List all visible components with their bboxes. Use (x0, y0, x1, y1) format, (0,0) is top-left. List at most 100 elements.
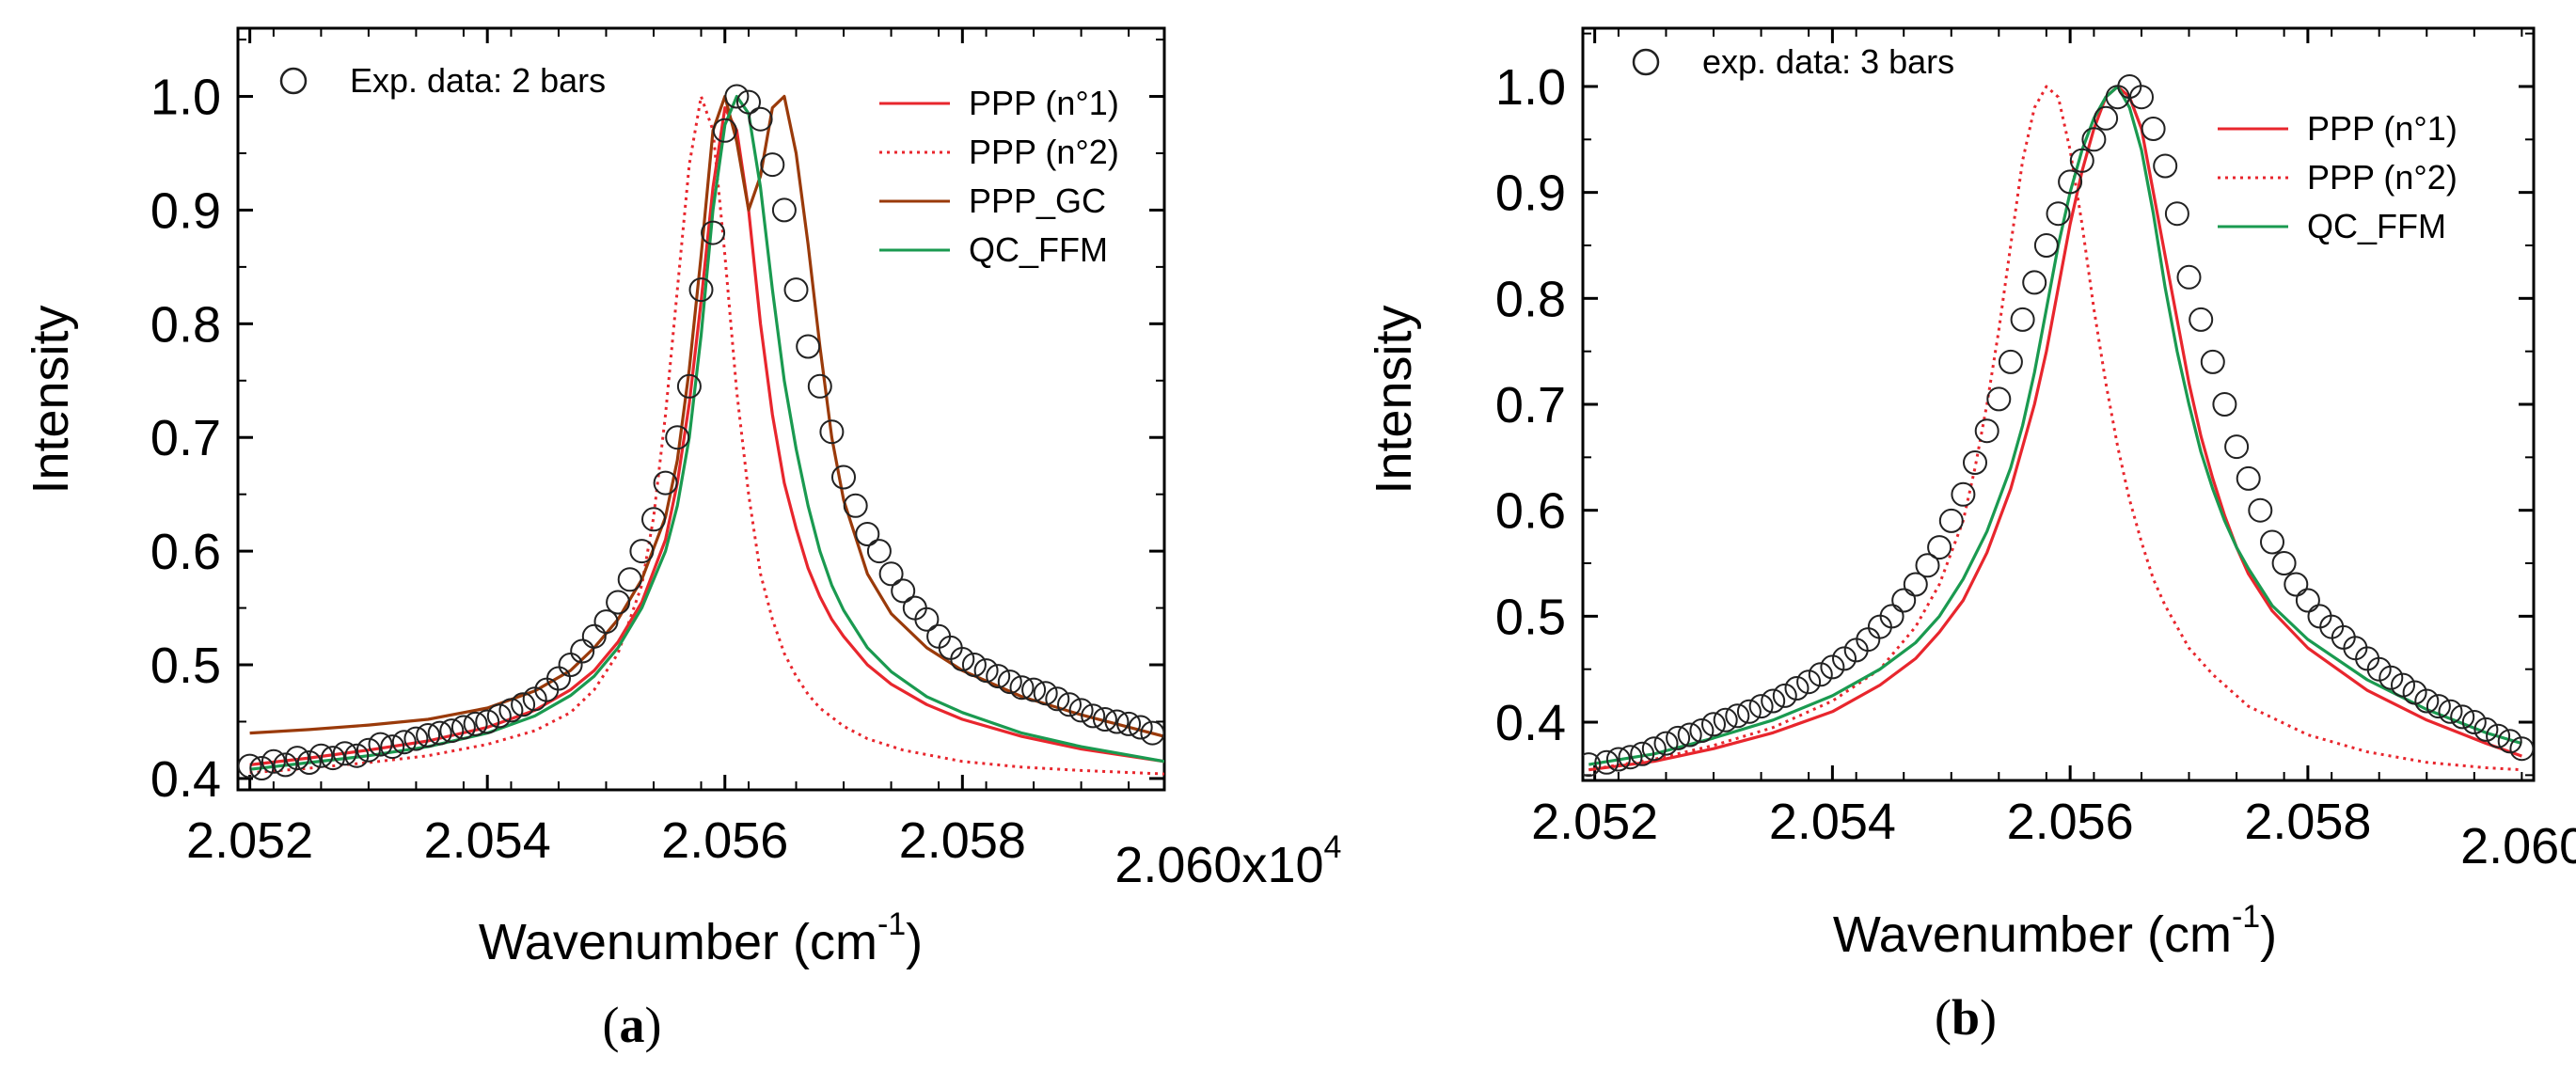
legend-label: PPP (n°1) (969, 84, 1119, 122)
data-point (1963, 450, 1987, 475)
data-point (641, 507, 666, 532)
legend-label: PPP (n°2) (2307, 158, 2457, 197)
x-tick-label: 2.058 (899, 812, 1026, 869)
panel-a: 0.4 0.5 0.6 0.7 0.8 0.9 1.0 2.052 2.054 2.056 2.05… (23, 26, 1341, 1053)
x-axis-label: Wavenumber (cm-1) (479, 906, 923, 970)
data-point (950, 647, 975, 671)
legend-label: QC_FFM (2307, 207, 2446, 245)
data-point (2212, 392, 2237, 417)
data-point (2497, 729, 2522, 754)
data-point (1689, 718, 1715, 743)
data-point (380, 734, 405, 760)
data-point (1081, 703, 1106, 729)
data-point (2450, 704, 2475, 730)
x-tick-exponent: 4 (1324, 829, 1342, 865)
x-tick-label: 2.056 (2007, 794, 2134, 850)
data-point (1666, 725, 1691, 750)
series-line-ppp-gc (249, 94, 1164, 738)
data-point (1891, 588, 1917, 613)
data-point (1092, 707, 1117, 732)
legend-label-data: exp. data: 3 bars (1702, 42, 1954, 81)
data-point (475, 709, 500, 734)
panel-caption-letter: b (1952, 989, 1980, 1046)
data-point (391, 730, 417, 755)
data-point (914, 606, 940, 632)
data-point (581, 623, 607, 649)
data-point (2284, 572, 2309, 597)
data-point (606, 590, 631, 615)
data-point (2438, 699, 2463, 724)
y-axis-label: Intensity (23, 305, 79, 494)
data-point (1879, 604, 1904, 629)
data-point (712, 118, 737, 143)
panel-caption: (b) (1935, 989, 1997, 1046)
x-tick-label-last: 2.060x104 (1114, 829, 1341, 893)
data-point (344, 743, 370, 768)
data-point (1021, 677, 1047, 702)
data-point (1128, 715, 1153, 740)
y-tick-label: 0.5 (1495, 589, 1566, 645)
data-point (1927, 535, 1952, 560)
legend-label: QC_FFM (969, 230, 1108, 269)
data-point (285, 746, 310, 771)
series-line-ppp-n-2- (249, 95, 1164, 776)
data-point (1974, 418, 1999, 444)
data-point (427, 720, 452, 746)
series-line-qc-ffm (249, 94, 1164, 771)
data-point (1986, 386, 2012, 412)
data-point (1713, 707, 1738, 732)
data-point (416, 723, 441, 748)
data-point (2033, 233, 2059, 258)
y-axis-label: Intensity (1366, 305, 1422, 494)
series-line-ppp-n-2- (1588, 85, 2522, 772)
data-point (1736, 699, 1762, 724)
y-tick-label: 0.5 (150, 638, 221, 694)
data-point (1583, 752, 1602, 778)
data-point (2414, 688, 2440, 714)
data-point (676, 373, 702, 399)
y-tick-label: 0.4 (1495, 695, 1566, 751)
data-point (1630, 741, 1655, 766)
data-point (498, 698, 524, 723)
data-point (2058, 169, 2083, 195)
data-point (1140, 720, 1164, 746)
x-axis-label-exponent: -1 (877, 906, 906, 942)
data-point (629, 539, 655, 564)
y-tick-label: 0.8 (1495, 271, 1566, 327)
data-point (368, 732, 393, 757)
y-tick-label: 1.0 (150, 70, 221, 126)
data-point (653, 470, 678, 496)
x-axis-label-exponent: -1 (2232, 899, 2260, 935)
x-tick-label: 2.052 (186, 812, 313, 869)
data-point (831, 465, 856, 490)
legend-marker-data (279, 67, 308, 95)
data-point (1748, 694, 1774, 719)
data-point (1033, 681, 1058, 706)
data-point (617, 567, 642, 592)
x-tick-label: 2.056 (661, 812, 788, 869)
data-point (1605, 747, 1631, 772)
data-point (771, 197, 797, 223)
data-point (1641, 736, 1667, 762)
data-point (332, 741, 357, 766)
data-point (1057, 692, 1082, 717)
data-point (1701, 712, 1726, 737)
data-point (760, 152, 785, 178)
data-point (1677, 722, 1702, 748)
data-point (1594, 749, 1620, 775)
data-point (1116, 711, 1142, 736)
data-point (736, 89, 761, 115)
data-point (878, 561, 904, 587)
data-point (249, 756, 275, 780)
data-point (1725, 703, 1750, 729)
data-point (2129, 85, 2154, 110)
data-point (748, 106, 773, 132)
data-point (261, 748, 286, 774)
data-point (688, 277, 714, 303)
data-point (1808, 662, 1833, 687)
x-tick-label-last: 2.060x104 (2460, 811, 2576, 874)
data-point (997, 669, 1022, 695)
legend-label: PPP (n°2) (969, 133, 1119, 171)
x-tick-label: 2.054 (424, 812, 551, 869)
